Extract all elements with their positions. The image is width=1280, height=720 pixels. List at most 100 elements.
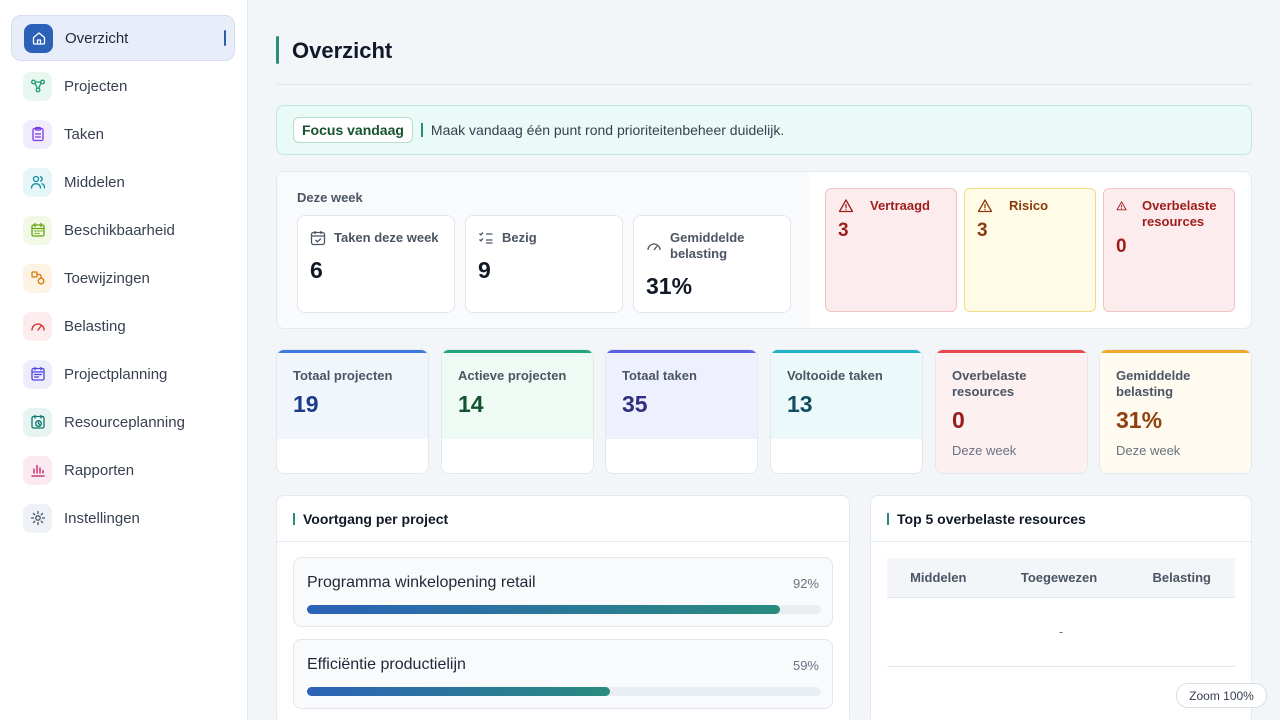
nodes-icon	[23, 71, 52, 101]
page-title: Overzicht	[292, 38, 393, 63]
project-progress-item[interactable]: Efficiëntie productielijn 59%	[293, 639, 833, 709]
alert-card-overbelaste[interactable]: Overbelaste resources 0	[1103, 188, 1235, 312]
sidebar-item-label: Rapporten	[64, 461, 135, 479]
warning-icon	[1116, 200, 1133, 211]
sidebar-item-resourceplanning[interactable]: Resourceplanning	[11, 399, 235, 445]
kpi-subtext: Deze week	[952, 443, 1017, 458]
overload-table: Middelen Toegewezen Belasting -	[887, 558, 1235, 667]
kpi-value: 13	[787, 391, 813, 417]
kpi-card[interactable]: Totaal projecten 19	[276, 349, 429, 474]
kpi-subtext: Deze week	[1116, 443, 1181, 458]
week-panel: Deze week Taken deze week 6 Bezig 9 Gemi…	[276, 171, 1252, 329]
sidebar-item-toewijzingen[interactable]: Toewijzingen	[11, 255, 235, 301]
alert-card-vertraagd[interactable]: Vertraagd 3	[825, 188, 957, 312]
week-title: Deze week	[297, 190, 363, 205]
kpi-card[interactable]: Overbelaste resources 0 Deze week	[935, 349, 1088, 474]
sidebar-item-label: Taken	[64, 125, 105, 143]
alert-value: 0	[1116, 236, 1127, 257]
sidebar-item-rapporten[interactable]: Rapporten	[11, 447, 235, 493]
kpi-background	[771, 353, 922, 439]
table-header-row: Middelen Toegewezen Belasting	[887, 558, 1235, 598]
focus-text: Maak vandaag één punt rond prioriteitenb…	[430, 122, 785, 138]
sidebar-item-middelen[interactable]: Middelen	[11, 159, 235, 205]
kpi-card[interactable]: Gemiddelde belasting 31% Deze week	[1099, 349, 1252, 474]
kpi-card[interactable]: Actieve projecten 14	[441, 349, 594, 474]
column-header-assigned[interactable]: Toegewezen	[989, 558, 1129, 598]
week-card-busy[interactable]: Bezig 9	[465, 215, 623, 313]
week-card-label: Gemiddelde belasting	[670, 230, 745, 261]
panel-accent-bar	[887, 512, 889, 525]
bar-chart-icon	[23, 455, 52, 485]
kpi-value: 31%	[1116, 407, 1163, 433]
checklist-icon	[479, 232, 493, 244]
kpi-accent-bar	[277, 350, 428, 353]
alert-label: Risico	[1009, 198, 1049, 213]
sidebar-item-beschikbaarheid[interactable]: Beschikbaarheid	[11, 207, 235, 253]
kpi-card[interactable]: Voltooide taken 13	[770, 349, 923, 474]
kpi-background	[442, 353, 593, 439]
alert-card-risico[interactable]: Risico 3	[964, 188, 1096, 312]
zoom-indicator[interactable]: Zoom 100%	[1176, 683, 1267, 708]
users-icon	[23, 167, 52, 197]
progress-panel: Voortgang per project Programma winkelop…	[276, 495, 850, 720]
sidebar-item-label: Beschikbaarheid	[64, 221, 175, 239]
week-card-value: 31%	[646, 273, 693, 299]
week-card-load[interactable]: Gemiddelde belasting 31%	[633, 215, 791, 313]
sidebar-item-projecten[interactable]: Projecten	[11, 63, 235, 109]
kpi-accent-bar	[1100, 350, 1251, 353]
sidebar-item-label: Toewijzingen	[64, 269, 150, 287]
planning-icon	[23, 359, 52, 389]
sidebar-item-label: Overzicht	[65, 29, 129, 47]
sidebar: Overzicht Projecten Taken Middelen Beschikba…	[0, 0, 248, 720]
kpi-card[interactable]: Totaal taken 35	[605, 349, 758, 474]
alert-label: Overbelaste resources	[1142, 198, 1217, 229]
calendar-icon	[23, 215, 52, 245]
warning-icon	[838, 198, 862, 214]
week-card-label: Bezig	[502, 230, 537, 245]
kpi-value: 14	[458, 391, 484, 417]
project-percent: 92%	[792, 576, 819, 591]
sidebar-item-label: Projectplanning	[64, 365, 168, 383]
project-progress-item[interactable]: Programma winkelopening retail 92%	[293, 557, 833, 627]
kpi-background	[936, 353, 1087, 473]
gauge-icon	[23, 311, 52, 341]
gauge-icon	[647, 243, 661, 251]
panel-header: Top 5 overbelaste resources	[871, 496, 1251, 542]
focus-banner: Focus vandaag Maak vandaag één punt rond…	[276, 105, 1252, 155]
alert-value: 3	[838, 220, 849, 241]
column-header-load[interactable]: Belasting	[1128, 558, 1235, 598]
kpi-value: 19	[293, 391, 319, 417]
sidebar-item-belasting[interactable]: Belasting	[11, 303, 235, 349]
sidebar-item-projectplanning[interactable]: Projectplanning	[11, 351, 235, 397]
focus-separator	[420, 123, 423, 137]
table-row: -	[887, 597, 1235, 667]
progress-track	[307, 605, 821, 614]
clipboard-icon	[23, 119, 52, 149]
week-card-tasks[interactable]: Taken deze week 6	[297, 215, 455, 313]
sidebar-item-taken[interactable]: Taken	[11, 111, 235, 157]
sidebar-item-overzicht[interactable]: Overzicht	[11, 15, 235, 61]
column-header-resources[interactable]: Middelen	[887, 558, 990, 598]
kpi-accent-bar	[606, 350, 757, 353]
kpi-label: Overbelaste resources	[952, 368, 1027, 399]
project-name: Efficiëntie productielijn	[307, 656, 466, 673]
kpi-label: Totaal projecten	[293, 368, 393, 383]
page-header: Overzicht	[276, 36, 1252, 85]
alert-label: Vertraagd	[870, 198, 930, 213]
progress-bar	[307, 687, 611, 696]
title-accent-bar	[276, 36, 279, 64]
overload-panel: Top 5 overbelaste resources Middelen Toe…	[870, 495, 1252, 720]
project-percent: 59%	[792, 658, 819, 673]
kpi-background	[1100, 353, 1251, 473]
kpi-accent-bar	[936, 350, 1087, 353]
calendar-check-icon	[310, 231, 326, 246]
kpi-accent-bar	[771, 350, 922, 353]
kpi-label: Voltooide taken	[787, 368, 883, 383]
sidebar-item-label: Projecten	[64, 77, 128, 95]
sidebar-item-instellingen[interactable]: Instellingen	[11, 495, 235, 541]
progress-track	[307, 687, 821, 696]
kpi-value: 35	[622, 391, 648, 417]
main-content: Overzicht Focus vandaag Maak vandaag één…	[248, 0, 1280, 720]
week-card-value: 6	[310, 257, 323, 283]
sidebar-item-label: Instellingen	[64, 509, 140, 527]
